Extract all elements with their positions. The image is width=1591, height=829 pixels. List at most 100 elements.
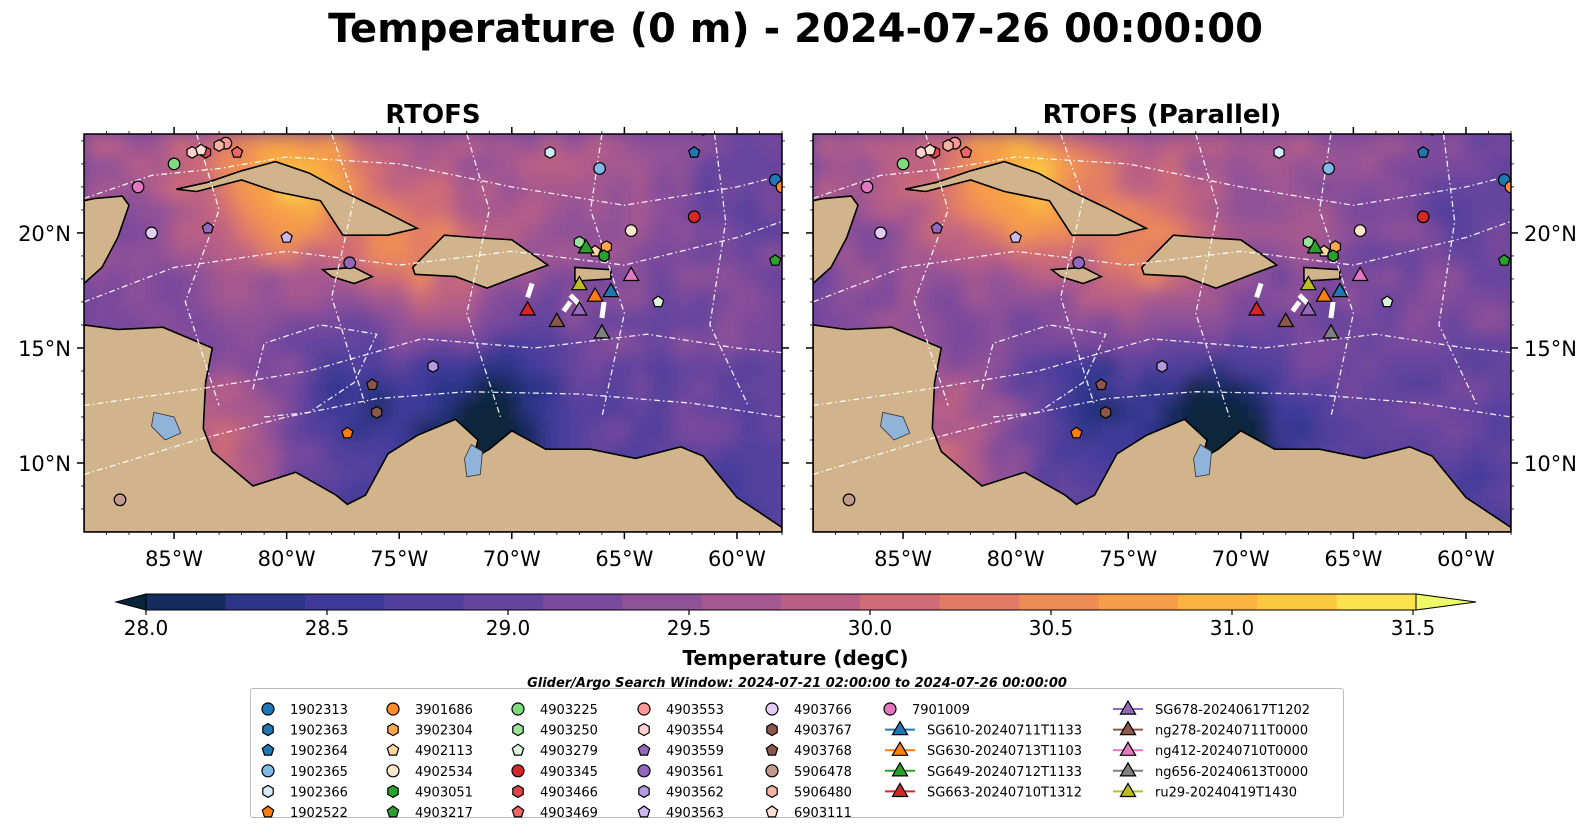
colorbar-bin: [939, 594, 1020, 610]
eez-boundary: [1060, 134, 1096, 406]
colorbar-under-arrow: [114, 593, 147, 611]
platform-marker: [651, 295, 665, 308]
platform-marker: [548, 312, 566, 328]
platform-marker: [1299, 275, 1317, 291]
x-tick-label: 75°W: [370, 547, 428, 571]
legend-label: 4903279: [540, 744, 598, 759]
legend-label: 4903767: [794, 724, 852, 739]
platform-marker: [1156, 359, 1168, 373]
legend-label: 4903562: [666, 785, 724, 800]
legend-marker: [891, 782, 909, 798]
platform-marker: [593, 162, 607, 175]
x-tick-label: 65°W: [1324, 547, 1382, 571]
platform-marker: [1380, 295, 1394, 308]
map-frame: [83, 133, 783, 533]
legend-label: ru29-20240419T1430: [1155, 785, 1297, 800]
legend-label: 4903559: [666, 744, 724, 759]
colorbar-over-arrow: [1415, 593, 1477, 611]
platform-marker: [930, 221, 944, 234]
legend-label: 4903217: [415, 806, 473, 818]
colorbar-bin: [1019, 594, 1100, 610]
land-mass: [1303, 266, 1341, 283]
legend-marker: [638, 722, 650, 737]
colorbar-bin: [225, 594, 306, 610]
platform-marker: [593, 323, 611, 339]
eez-boundary: [813, 156, 1511, 206]
x-tick-label: 80°W: [258, 547, 316, 571]
temperature-field: [84, 134, 782, 532]
legend-label: 5906478: [794, 765, 852, 780]
eez-boundary: [84, 391, 782, 476]
platform-marker: [586, 286, 604, 302]
platform-marker: [341, 426, 354, 439]
glider-track: [1297, 293, 1311, 306]
colorbar-bin: [1257, 594, 1338, 610]
platform-marker: [570, 300, 588, 316]
map-frame: [812, 133, 1512, 533]
legend-label: ng412-20240710T0000: [1155, 744, 1308, 759]
legend-marker: [511, 764, 525, 778]
platform-marker: [1247, 300, 1266, 316]
legend-marker: [511, 805, 525, 818]
colorbar-tick-label: 31.5: [1391, 616, 1436, 640]
platform-marker: [942, 139, 954, 152]
glider-track: [568, 293, 582, 306]
legend-marker: [883, 702, 897, 716]
legend-marker: [261, 702, 275, 716]
lake: [464, 444, 483, 478]
legend-marker: [386, 743, 400, 756]
legend-marker: [386, 702, 400, 716]
legend-label: SG610-20240711T1133: [927, 724, 1082, 739]
legend-label: 4903250: [540, 724, 598, 739]
colorbar-tick-label: 30.0: [848, 616, 893, 640]
platform-marker: [624, 224, 638, 238]
colorbar-bin: [384, 594, 465, 610]
y-tick-label: 20°N: [1524, 222, 1577, 246]
figure-title: Temperature (0 m) - 2024-07-26 00:00:00: [328, 6, 1263, 52]
colorbar-bin: [701, 594, 782, 610]
legend-marker: [512, 784, 524, 799]
colorbar-bin: [860, 594, 941, 610]
panel-title-rtofs: RTOFS: [385, 100, 481, 130]
glider-track: [1328, 301, 1336, 319]
platform-marker: [230, 145, 244, 158]
legend-label: 4902534: [415, 765, 473, 780]
legend-label: 4903466: [540, 785, 598, 800]
colorbar-tick-label: 29.5: [667, 616, 712, 640]
legend-marker: [511, 702, 525, 716]
legend-marker: [765, 702, 779, 716]
legend-label: 4903766: [794, 703, 852, 718]
legend-marker: [262, 784, 274, 799]
eez-boundary: [184, 134, 220, 406]
platform-marker: [113, 493, 127, 507]
glider-track: [1290, 300, 1302, 313]
legend-marker: [891, 761, 909, 777]
platform-marker: [1094, 378, 1108, 391]
platform-marker: [577, 238, 595, 254]
eez-boundary: [813, 220, 1511, 303]
y-tick-label: 20°N: [18, 222, 71, 246]
eez-boundary: [331, 134, 367, 406]
platform-marker: [687, 210, 701, 224]
legend-marker: [891, 741, 909, 756]
x-tick-label: 70°W: [1212, 547, 1270, 571]
colorbar-bin: [1336, 594, 1417, 610]
colorbar-tick-label: 28.0: [124, 616, 169, 640]
platform-marker: [1070, 426, 1083, 439]
colorbar-bin: [781, 594, 861, 610]
platform-marker: [602, 282, 620, 298]
legend-marker: [1119, 782, 1137, 798]
map-panel-rtofs: 85°W 80°W 75°W 70°W 65°W 60°W 20°N 15°N 10°N: [18, 127, 789, 571]
colorbar-bin: [146, 594, 226, 610]
legend-label: SG649-20240712T1133: [927, 765, 1082, 780]
colorbar-frame: [145, 593, 1417, 611]
platform-marker: [213, 139, 225, 152]
legend-label: 4903469: [540, 806, 598, 818]
eez-boundary: [1195, 134, 1231, 418]
x-tick-label: 60°W: [1437, 547, 1495, 571]
platform-marker: [518, 300, 537, 316]
eez-boundary: [1438, 134, 1478, 406]
eez-boundary: [84, 156, 782, 206]
legend-label: 1902313: [290, 703, 348, 718]
y-tick-label: 10°N: [18, 452, 71, 476]
